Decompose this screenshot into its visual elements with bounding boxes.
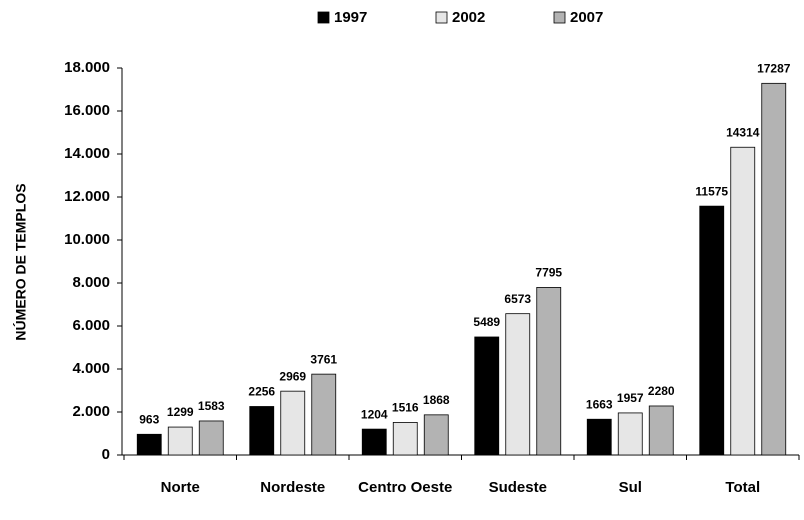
value-label: 2280 <box>648 384 675 398</box>
value-label: 14314 <box>726 125 760 139</box>
legend-swatch <box>435 11 448 24</box>
bar <box>136 433 162 456</box>
legend-swatch <box>317 11 330 24</box>
bar <box>505 313 531 456</box>
legend-swatch <box>553 11 566 24</box>
value-label: 3761 <box>310 352 337 366</box>
value-label: 6573 <box>504 292 531 306</box>
bar <box>648 405 674 456</box>
legend-label: 2002 <box>452 9 485 26</box>
bar <box>280 390 306 456</box>
value-label: 2969 <box>279 369 306 383</box>
value-label: 7795 <box>535 266 562 280</box>
y-tick-label: 6.000 <box>72 317 110 334</box>
value-label: 1663 <box>586 397 613 411</box>
bar <box>423 414 449 456</box>
value-label: 963 <box>139 412 159 426</box>
y-tick-label: 0 <box>102 446 110 463</box>
y-tick-label: 16.000 <box>64 102 110 119</box>
bar <box>198 420 224 456</box>
bar <box>730 146 756 456</box>
value-label: 1204 <box>361 407 388 421</box>
x-tick-label: Sudeste <box>489 479 547 496</box>
bar <box>167 426 193 456</box>
y-tick-label: 4.000 <box>72 360 110 377</box>
legend-label: 1997 <box>334 9 367 26</box>
bar <box>474 336 500 456</box>
bar <box>536 287 562 456</box>
bar <box>699 205 725 456</box>
x-tick-label: Centro Oeste <box>358 479 452 496</box>
bar <box>761 82 787 456</box>
bar <box>586 418 612 456</box>
y-tick-label: 8.000 <box>72 274 110 291</box>
value-label: 11575 <box>695 184 728 198</box>
x-tick-label: Nordeste <box>260 479 325 496</box>
value-label: 17287 <box>757 62 791 76</box>
value-label: 2256 <box>248 385 275 399</box>
y-tick-label: 10.000 <box>64 231 110 248</box>
bar <box>392 422 418 456</box>
bar <box>311 373 337 456</box>
legend-label: 2007 <box>570 9 603 26</box>
x-tick-label: Sul <box>619 479 642 496</box>
bar <box>361 428 387 456</box>
y-tick-label: 12.000 <box>64 188 110 205</box>
y-tick-label: 14.000 <box>64 145 110 162</box>
value-label: 1868 <box>423 393 450 407</box>
y-tick-label: 2.000 <box>72 403 110 420</box>
bar <box>249 406 275 456</box>
x-tick-label: Total <box>725 479 760 496</box>
x-tick-label: Norte <box>161 479 200 496</box>
value-label: 1516 <box>392 401 419 415</box>
bar <box>617 412 643 456</box>
y-tick-label: 18.000 <box>64 59 110 76</box>
value-label: 1299 <box>167 405 194 419</box>
value-label: 5489 <box>473 315 500 329</box>
value-label: 1583 <box>198 399 225 413</box>
y-axis-title: NÚMERO DE TEMPLOS <box>12 183 29 340</box>
value-label: 1957 <box>617 391 644 405</box>
